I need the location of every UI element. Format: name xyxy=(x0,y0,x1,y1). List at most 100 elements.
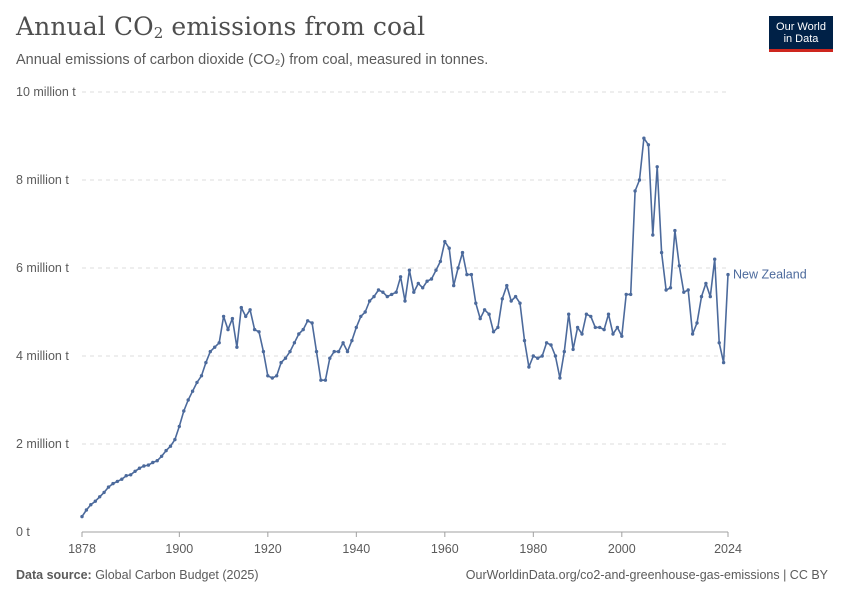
data-point[interactable] xyxy=(359,314,363,319)
data-point[interactable] xyxy=(124,474,128,478)
data-point[interactable] xyxy=(673,228,677,233)
data-point[interactable] xyxy=(354,325,358,330)
data-point[interactable] xyxy=(102,490,106,495)
data-point[interactable] xyxy=(518,301,522,305)
data-point[interactable] xyxy=(142,464,146,468)
data-point[interactable] xyxy=(266,374,270,378)
data-point[interactable] xyxy=(89,503,93,507)
data-point[interactable] xyxy=(465,272,469,277)
data-point[interactable] xyxy=(522,338,527,343)
data-point[interactable] xyxy=(496,325,500,330)
data-point[interactable] xyxy=(713,257,717,261)
data-point[interactable] xyxy=(133,469,137,473)
data-point[interactable] xyxy=(664,288,668,292)
data-point[interactable] xyxy=(615,325,620,330)
data-point[interactable] xyxy=(403,299,407,303)
data-point[interactable] xyxy=(159,454,164,458)
data-point[interactable] xyxy=(120,477,124,481)
data-point[interactable] xyxy=(186,398,190,402)
data-point[interactable] xyxy=(721,360,726,365)
data-point[interactable] xyxy=(195,380,199,385)
data-point[interactable] xyxy=(416,281,420,286)
data-point[interactable] xyxy=(717,341,721,345)
data-point[interactable] xyxy=(606,312,611,316)
data-point[interactable] xyxy=(491,330,496,334)
series-line[interactable] xyxy=(81,137,729,518)
data-point[interactable] xyxy=(283,356,288,360)
data-point[interactable] xyxy=(637,178,642,182)
data-point[interactable] xyxy=(500,297,504,301)
data-point[interactable] xyxy=(482,308,487,312)
data-point[interactable] xyxy=(204,360,208,365)
data-point[interactable] xyxy=(217,341,221,345)
data-point[interactable] xyxy=(651,233,655,237)
data-point[interactable] xyxy=(137,466,142,470)
data-point[interactable] xyxy=(562,349,566,354)
data-point[interactable] xyxy=(350,338,354,343)
data-point[interactable] xyxy=(301,327,305,332)
data-point[interactable] xyxy=(558,376,562,380)
data-point[interactable] xyxy=(589,314,593,319)
data-point[interactable] xyxy=(642,136,646,140)
data-point[interactable] xyxy=(84,508,89,512)
data-point[interactable] xyxy=(659,250,664,255)
data-point[interactable] xyxy=(646,143,651,147)
data-point[interactable] xyxy=(257,330,261,334)
data-point[interactable] xyxy=(629,292,633,297)
data-point[interactable] xyxy=(106,485,111,489)
data-point[interactable] xyxy=(314,349,319,354)
data-point[interactable] xyxy=(80,514,84,519)
data-point[interactable] xyxy=(708,294,712,299)
data-point[interactable] xyxy=(221,314,226,319)
data-point[interactable] xyxy=(151,460,155,465)
data-point[interactable] xyxy=(270,376,274,380)
data-point[interactable] xyxy=(434,268,438,272)
data-point[interactable] xyxy=(536,356,540,360)
data-point[interactable] xyxy=(244,314,248,319)
data-point[interactable] xyxy=(699,294,704,299)
data-point[interactable] xyxy=(129,473,133,477)
series-label-new-zealand[interactable]: New Zealand xyxy=(733,268,807,282)
data-point[interactable] xyxy=(571,347,575,352)
data-point[interactable] xyxy=(111,481,115,486)
data-source-value[interactable]: Global Carbon Budget (2025) xyxy=(91,568,259,582)
data-point[interactable] xyxy=(385,294,389,299)
data-point[interactable] xyxy=(593,325,597,330)
data-point[interactable] xyxy=(438,259,443,264)
data-point[interactable] xyxy=(677,264,681,268)
data-point[interactable] xyxy=(704,281,708,286)
data-point[interactable] xyxy=(372,294,376,299)
data-point[interactable] xyxy=(226,327,230,332)
data-point[interactable] xyxy=(248,308,252,312)
data-point[interactable] xyxy=(297,332,301,336)
data-point[interactable] xyxy=(341,341,345,345)
data-point[interactable] xyxy=(478,316,482,321)
data-point[interactable] xyxy=(567,312,571,316)
data-point[interactable] xyxy=(584,312,589,316)
data-point[interactable] xyxy=(456,266,460,270)
data-point[interactable] xyxy=(319,378,323,382)
data-point[interactable] xyxy=(695,321,699,325)
data-point[interactable] xyxy=(474,301,478,305)
data-point[interactable] xyxy=(425,279,429,283)
data-point[interactable] xyxy=(390,292,394,297)
data-point[interactable] xyxy=(306,319,310,323)
data-point[interactable] xyxy=(421,286,425,290)
data-point[interactable] xyxy=(93,499,98,503)
data-point[interactable] xyxy=(275,374,279,378)
data-point[interactable] xyxy=(323,378,328,382)
data-point[interactable] xyxy=(540,354,544,358)
data-point[interactable] xyxy=(513,294,518,299)
data-point[interactable] xyxy=(602,327,606,332)
data-point[interactable] xyxy=(407,268,412,272)
data-point[interactable] xyxy=(686,288,690,292)
data-point[interactable] xyxy=(469,272,474,277)
data-point[interactable] xyxy=(544,341,549,345)
data-point[interactable] xyxy=(690,332,695,336)
data-point[interactable] xyxy=(376,288,381,292)
data-point[interactable] xyxy=(398,275,403,279)
data-point[interactable] xyxy=(460,250,465,255)
data-point[interactable] xyxy=(98,495,102,499)
data-point[interactable] xyxy=(726,272,730,277)
data-point[interactable] xyxy=(177,424,181,429)
